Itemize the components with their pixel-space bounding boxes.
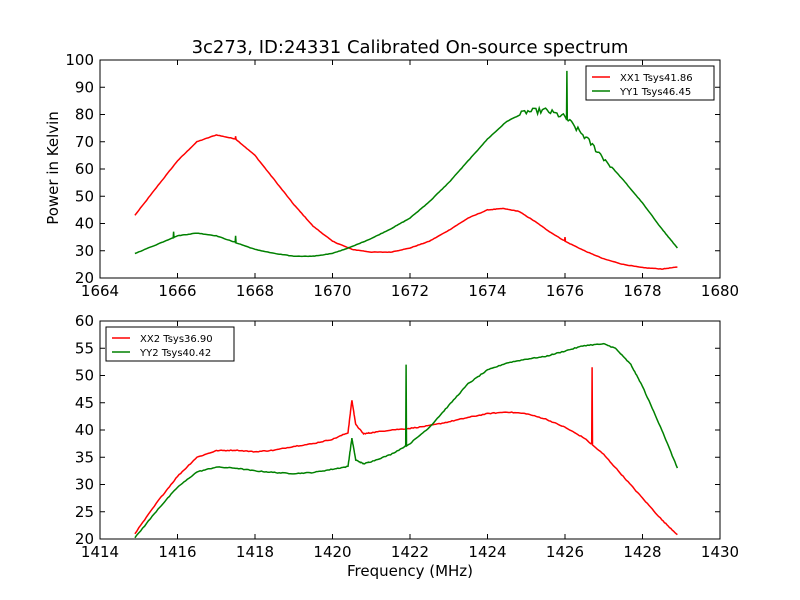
y-tick-label: 30 [75, 476, 94, 494]
legend-box [585, 65, 715, 101]
y-tick-label: 20 [75, 269, 94, 287]
y-tick-label: 55 [75, 339, 94, 357]
y-tick-label: 40 [75, 215, 94, 233]
x-tick-label: 1670 [313, 282, 351, 300]
y-tick-label: 50 [75, 187, 94, 205]
x-tick-label: 1414 [81, 543, 119, 561]
legend-1: XX1 Tsys41.86 YY1 Tsys46.45 [585, 65, 715, 101]
y-tick-label: 100 [65, 51, 94, 69]
y-tick-label: 25 [75, 503, 94, 521]
legend-label: XX1 Tsys41.86 [620, 73, 693, 84]
series-line-1-2 [134, 70, 678, 258]
y-tick-label: 90 [75, 78, 94, 96]
chart-panel-1: 1664 1666 1668 1670 1672 1674 1676 1678 1680 20 30… [65, 51, 739, 300]
x-tick-label: 1424 [468, 543, 506, 561]
y-tick-label: 20 [75, 530, 94, 548]
x-axis-label: Frequency (MHz) [347, 562, 473, 580]
figure-title: 3c273, ID:24331 Calibrated On-source spe… [192, 37, 629, 58]
y-tick-label: 80 [75, 106, 94, 124]
y-tick-label: 30 [75, 242, 94, 260]
legend-label: YY2 Tsys40.42 [139, 348, 211, 359]
x-tick-label: 1664 [81, 282, 119, 300]
x-tick-label: 1416 [158, 543, 196, 561]
y-tick-label: 50 [75, 367, 94, 385]
series-line-2-1 [134, 367, 678, 536]
x-tick-label: 1430 [701, 543, 739, 561]
y-tick-label: 45 [75, 394, 94, 412]
x-tick-label: 1678 [623, 282, 661, 300]
y-tick-label: 35 [75, 448, 94, 466]
series-line-2-2 [134, 342, 679, 539]
y-tick-label: 60 [75, 312, 94, 330]
x-tick-label: 1668 [236, 282, 274, 300]
legend-2: XX2 Tsys36.90 YY2 Tsys40.42 [105, 326, 235, 362]
x-tick-label: 1666 [158, 282, 196, 300]
x-tick-label: 1426 [546, 543, 584, 561]
x-tick-label: 1428 [623, 543, 661, 561]
x-tick-label: 1418 [236, 543, 274, 561]
legend-box [105, 326, 235, 362]
x-tick-label: 1674 [468, 282, 506, 300]
legend-label: XX2 Tsys36.90 [140, 334, 213, 345]
series-line-1-1 [134, 134, 678, 270]
x-tick-label: 1680 [701, 282, 739, 300]
y-tick-label: 70 [75, 133, 94, 151]
legend-label: YY1 Tsys46.45 [619, 87, 691, 98]
chart-panel-2: 1414 1416 1418 1420 1422 1424 1426 1428 1430 20 25… [75, 312, 739, 561]
x-tick-label: 1676 [546, 282, 584, 300]
x-tick-label: 1420 [313, 543, 351, 561]
y-tick-label: 60 [75, 160, 94, 178]
y-axis-label: Power in Kelvin [44, 111, 62, 225]
y-tick-label: 40 [75, 421, 94, 439]
x-tick-label: 1672 [391, 282, 429, 300]
x-tick-label: 1422 [391, 543, 429, 561]
